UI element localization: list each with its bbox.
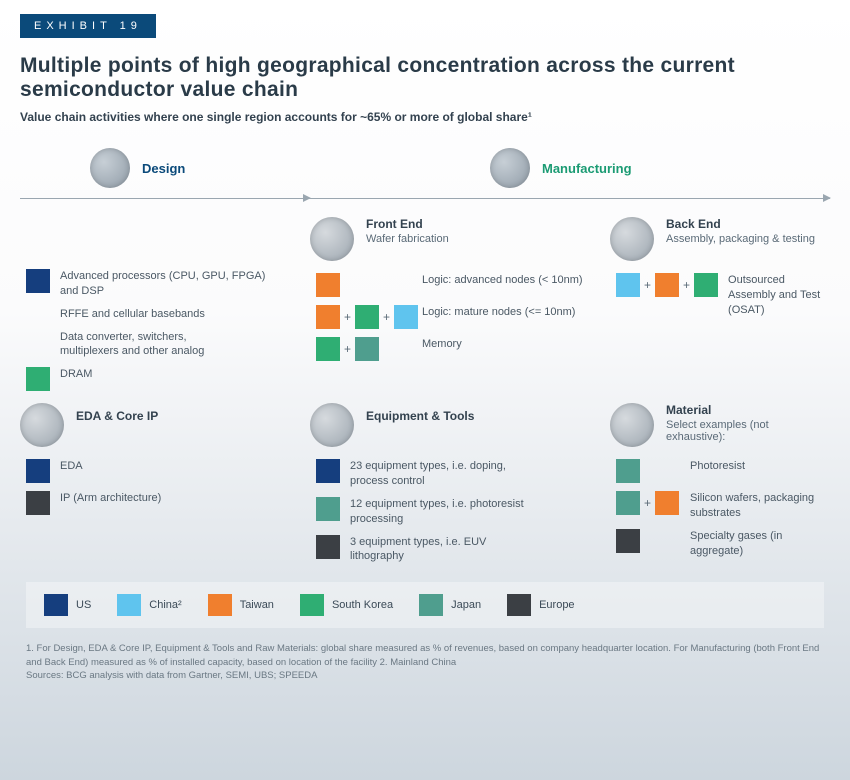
front-end-title: Front End (366, 217, 449, 233)
front-end-desc: Wafer fabrication (366, 233, 449, 245)
design-item: DRAM (20, 367, 310, 391)
equip-item: 23 equipment types, i.e. doping, process… (310, 459, 610, 489)
legend-label: Japan (451, 599, 481, 611)
eda-item: EDA (20, 459, 310, 483)
item-text: EDA (60, 459, 83, 474)
page-title: Multiple points of high geographical con… (20, 54, 830, 102)
back-end-title: Back End (666, 217, 815, 233)
item-text: Advanced processors (CPU, GPU, FPGA) and… (60, 269, 280, 299)
plus-icon: + (344, 342, 351, 356)
cn-swatch (117, 594, 141, 616)
back-end-desc: Assembly, packaging & testing (666, 233, 815, 245)
item-text: 12 equipment types, i.e. photoresist pro… (350, 497, 530, 527)
eda-title: EDA & Core IP (76, 403, 158, 425)
equip-item: 12 equipment types, i.e. photoresist pro… (310, 497, 610, 527)
cn-swatch (616, 273, 640, 297)
kr-swatch (316, 337, 340, 361)
item-text: Outsourced Assembly and Test (OSAT) (728, 273, 830, 318)
us-swatch (26, 269, 50, 293)
front-end-icon (310, 217, 354, 261)
item-text: Photoresist (690, 459, 745, 474)
eda-icon (20, 403, 64, 447)
eu-swatch (616, 529, 640, 553)
legend: US China² Taiwan South Korea Japan Europ… (26, 582, 824, 628)
back-end-icon (610, 217, 654, 261)
item-text: RFFE and cellular basebands (26, 307, 205, 322)
legend-item-china: China² (117, 594, 181, 616)
item-text: Logic: mature nodes (<= 10nm) (422, 305, 575, 320)
plus-icon: + (383, 310, 390, 324)
kr-swatch (355, 305, 379, 329)
legend-item-taiwan: Taiwan (208, 594, 274, 616)
item-text: IP (Arm architecture) (60, 491, 161, 506)
material-desc: Select examples (not exhaustive): (666, 419, 830, 443)
us-swatch (44, 594, 68, 616)
legend-item-japan: Japan (419, 594, 481, 616)
legend-item-skorea: South Korea (300, 594, 393, 616)
item-text: Specialty gases (in aggregate) (690, 529, 830, 559)
tw-swatch (655, 273, 679, 297)
jp-swatch (316, 497, 340, 521)
material-item: Specialty gases (in aggregate) (610, 529, 830, 559)
legend-label: Taiwan (240, 599, 274, 611)
plus-icon: + (644, 278, 651, 292)
tw-swatch (655, 491, 679, 515)
plus-icon: + (683, 278, 690, 292)
design-stage-label: Design (142, 161, 185, 176)
jp-swatch (616, 491, 640, 515)
jp-swatch (419, 594, 443, 616)
eu-swatch (26, 491, 50, 515)
design-item: Advanced processors (CPU, GPU, FPGA) and… (20, 269, 310, 299)
item-text: Data converter, switchers, multiplexers … (26, 330, 246, 360)
material-title: Material (666, 403, 830, 419)
kr-swatch (300, 594, 324, 616)
us-swatch (26, 459, 50, 483)
item-text: 23 equipment types, i.e. doping, process… (350, 459, 530, 489)
item-text: 3 equipment types, i.e. EUV lithography (350, 535, 530, 565)
stage-arrow (20, 198, 830, 199)
legend-label: China² (149, 599, 181, 611)
design-stage-icon (90, 148, 130, 188)
item-text: Silicon wafers, packaging substrates (690, 491, 830, 521)
kr-swatch (26, 367, 50, 391)
plus-icon: + (644, 496, 651, 510)
tw-swatch (208, 594, 232, 616)
item-text: DRAM (60, 367, 92, 382)
tw-swatch (316, 273, 340, 297)
equipment-icon (310, 403, 354, 447)
eu-swatch (507, 594, 531, 616)
eu-swatch (316, 535, 340, 559)
design-item: RFFE and cellular basebands (20, 307, 310, 322)
fe-item: Logic: advanced nodes (< 10nm) (310, 273, 610, 297)
item-text: Logic: advanced nodes (< 10nm) (422, 273, 583, 288)
be-item: + + Outsourced Assembly and Test (OSAT) (610, 273, 830, 318)
material-item: + Silicon wafers, packaging substrates (610, 491, 830, 521)
equip-item: 3 equipment types, i.e. EUV lithography (310, 535, 610, 565)
tw-swatch (316, 305, 340, 329)
manufacturing-stage-label: Manufacturing (542, 161, 632, 176)
manufacturing-stage-icon (490, 148, 530, 188)
page-subtitle: Value chain activities where one single … (20, 110, 830, 124)
us-swatch (316, 459, 340, 483)
item-text: Memory (422, 337, 462, 352)
material-icon (610, 403, 654, 447)
footnote: 1. For Design, EDA & Core IP, Equipment … (20, 642, 830, 682)
fe-item: + Memory (310, 337, 610, 361)
eda-item: IP (Arm architecture) (20, 491, 310, 515)
legend-label: South Korea (332, 599, 393, 611)
material-item: Photoresist (610, 459, 830, 483)
legend-item-europe: Europe (507, 594, 574, 616)
legend-item-us: US (44, 594, 91, 616)
legend-label: Europe (539, 599, 574, 611)
jp-swatch (616, 459, 640, 483)
fe-item: + + Logic: mature nodes (<= 10nm) (310, 305, 610, 329)
cn-swatch (394, 305, 418, 329)
exhibit-badge: EXHIBIT 19 (20, 14, 156, 38)
legend-label: US (76, 599, 91, 611)
plus-icon: + (344, 310, 351, 324)
kr-swatch (694, 273, 718, 297)
design-item: Data converter, switchers, multiplexers … (20, 330, 310, 360)
equipment-title: Equipment & Tools (366, 403, 474, 425)
jp-swatch (355, 337, 379, 361)
